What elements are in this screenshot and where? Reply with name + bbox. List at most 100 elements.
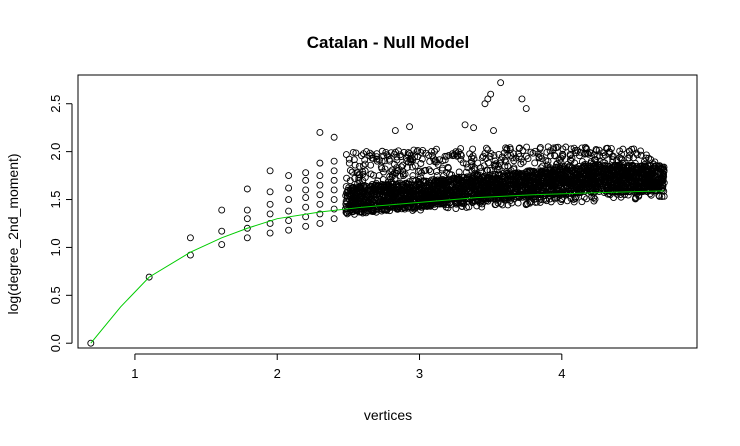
- data-point: [537, 168, 545, 176]
- data-point: [405, 193, 413, 201]
- data-point: [330, 133, 338, 141]
- data-point: [588, 173, 596, 181]
- data-point: [87, 339, 95, 347]
- data-point: [425, 151, 432, 159]
- data-point: [476, 178, 484, 186]
- data-point: [428, 188, 436, 196]
- data-point: [434, 160, 442, 168]
- data-point: [576, 178, 584, 186]
- data-point: [378, 207, 386, 215]
- data-point: [330, 176, 338, 184]
- data-point: [366, 149, 374, 157]
- data-point: [408, 163, 416, 171]
- data-point: [453, 152, 461, 160]
- data-point: [316, 200, 324, 208]
- y-axis: 0.0 0.5 1.0 1.5 2.0 2.5: [48, 95, 73, 352]
- data-point: [302, 203, 310, 211]
- data-point: [432, 177, 440, 185]
- data-point: [592, 146, 600, 153]
- data-point: [625, 154, 633, 162]
- data-point: [522, 105, 530, 112]
- data-point: [243, 206, 251, 214]
- data-point: [602, 188, 610, 196]
- data-point: [394, 188, 402, 196]
- data-point: [641, 170, 649, 178]
- data-point: [460, 174, 468, 182]
- data-point: [458, 202, 466, 210]
- data-point: [525, 192, 533, 200]
- data-point: [506, 190, 513, 198]
- data-point: [484, 195, 491, 203]
- data-point: [393, 189, 401, 197]
- data-point: [316, 159, 324, 167]
- data-point: [350, 202, 358, 210]
- data-point: [447, 181, 455, 189]
- data-point: [613, 170, 621, 178]
- data-point: [302, 169, 310, 177]
- fit-line-layer: [90, 190, 665, 344]
- data-point: [601, 173, 609, 181]
- data-point: [595, 146, 603, 154]
- data-point: [515, 145, 523, 153]
- data-point: [316, 129, 324, 136]
- data-point: [397, 163, 405, 171]
- data-point: [486, 153, 494, 160]
- data-point: [658, 181, 666, 189]
- data-point: [536, 143, 544, 151]
- data-point: [480, 182, 488, 190]
- data-point: [617, 193, 625, 201]
- data-point: [361, 156, 369, 164]
- data-point: [651, 158, 659, 166]
- data-point: [499, 195, 507, 202]
- data-point: [423, 181, 431, 189]
- data-point: [474, 159, 482, 167]
- data-point: [302, 186, 310, 194]
- data-point: [529, 149, 537, 157]
- data-point: [345, 192, 353, 200]
- x-axis-label: vertices: [364, 407, 412, 423]
- data-point: [349, 148, 357, 156]
- data-point: [358, 152, 365, 160]
- data-point: [410, 146, 418, 154]
- data-point: [266, 210, 274, 218]
- data-point: [350, 184, 357, 192]
- data-point: [425, 166, 433, 174]
- data-point: [411, 162, 419, 170]
- data-point: [243, 185, 251, 193]
- data-point: [400, 192, 408, 200]
- data-point: [551, 176, 559, 183]
- data-point: [625, 162, 633, 170]
- data-point: [459, 159, 467, 167]
- data-point: [565, 169, 573, 177]
- data-point: [397, 187, 404, 195]
- data-point: [497, 79, 505, 87]
- data-point: [560, 189, 568, 196]
- data-point: [361, 160, 369, 168]
- data-point: [599, 182, 607, 189]
- data-point: [388, 171, 396, 179]
- data-point: [660, 167, 668, 174]
- data-point: [457, 152, 465, 160]
- data-point: [316, 191, 324, 199]
- data-point: [411, 195, 419, 203]
- data-point: [342, 192, 350, 200]
- data-point: [562, 175, 570, 183]
- data-point: [583, 184, 591, 192]
- data-point: [605, 168, 613, 176]
- data-point: [371, 188, 379, 195]
- data-point: [572, 188, 579, 196]
- data-point: [538, 167, 546, 175]
- data-point: [576, 189, 584, 196]
- data-point: [655, 175, 663, 183]
- data-point: [637, 147, 644, 155]
- data-point: [427, 202, 434, 210]
- data-point: [566, 156, 574, 164]
- data-point: [650, 180, 658, 188]
- data-point: [454, 176, 462, 184]
- data-point: [602, 145, 610, 152]
- data-point: [515, 153, 523, 160]
- data-point: [619, 166, 627, 174]
- data-point: [482, 181, 490, 189]
- data-point: [351, 161, 359, 169]
- data-point: [409, 172, 417, 180]
